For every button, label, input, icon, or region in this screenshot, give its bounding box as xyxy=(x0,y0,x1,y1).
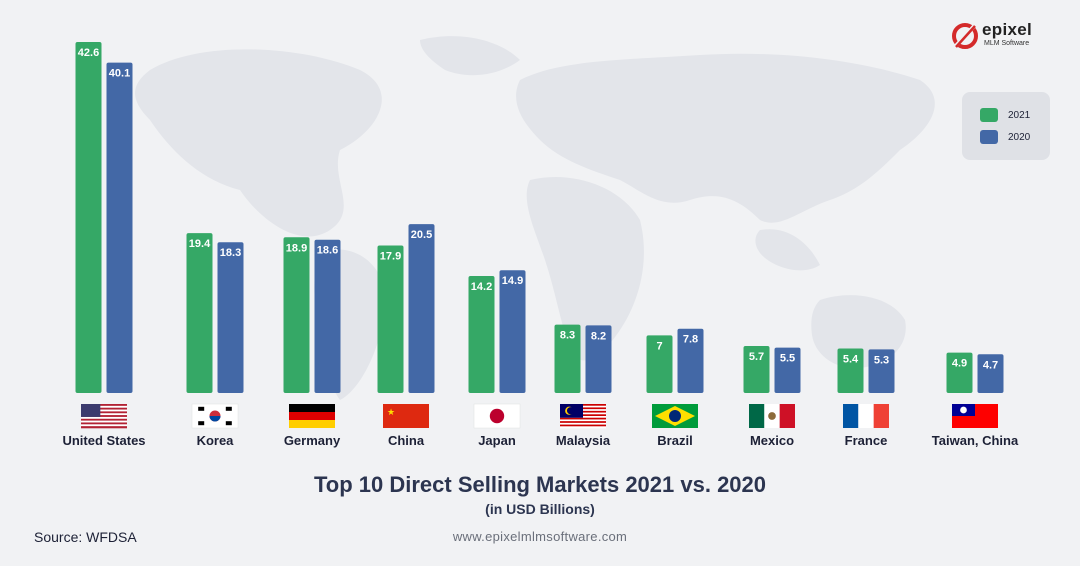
bars-layer xyxy=(75,42,1004,393)
legend-item-2020: 2020 xyxy=(980,130,1030,144)
bar-2021-korea xyxy=(186,233,213,393)
value-label-2021-france: 5.4 xyxy=(843,354,859,366)
bar-2020-china xyxy=(408,224,435,393)
country-label-0: United States xyxy=(62,433,145,448)
value-label-2020-mexico: 5.5 xyxy=(780,353,795,365)
value-label-2021-china: 17.9 xyxy=(380,251,401,263)
country-label-5: Malaysia xyxy=(556,433,611,448)
bar-2021-brazil xyxy=(646,335,673,393)
mx-flag-icon xyxy=(749,404,795,428)
value-label-2020-korea: 18.3 xyxy=(220,247,241,259)
value-label-2021-mexico: 5.7 xyxy=(749,351,764,363)
flags-layer: ★ xyxy=(81,403,998,429)
chart-legend: 2021 2020 xyxy=(962,92,1050,160)
bar-2020-brazil xyxy=(677,328,704,393)
bar-2021-france xyxy=(837,348,864,393)
chart-title: Top 10 Direct Selling Markets 2021 vs. 2… xyxy=(313,472,767,497)
bar-2020-japan xyxy=(499,270,526,393)
value-label-2021-brazil: 7 xyxy=(656,340,662,352)
value-label-2021-germany: 18.9 xyxy=(286,242,307,254)
legend-swatch-2020 xyxy=(980,130,998,144)
bar-2020-korea xyxy=(217,242,244,393)
cn-flag-icon: ★ xyxy=(383,404,429,428)
chart-subtitle: (in USD Billions) xyxy=(485,501,595,517)
country-label-6: Brazil xyxy=(657,433,692,448)
source-note: Source: WFDSA xyxy=(34,529,137,545)
brand-name: epixel xyxy=(982,20,1032,39)
bar-2021-taiwan-china xyxy=(946,352,973,393)
bar-2021-mexico xyxy=(743,346,770,393)
value-label-2021-united-states: 42.6 xyxy=(78,47,99,59)
brand-tagline: MLM Software xyxy=(984,40,1030,47)
value-label-2020-france: 5.3 xyxy=(874,354,889,366)
value-label-2021-korea: 19.4 xyxy=(189,238,211,250)
country-labels-layer: United States Korea Germany China Japan Malay… xyxy=(62,433,1019,448)
svg-text:★: ★ xyxy=(387,407,395,417)
country-label-3: China xyxy=(388,433,425,448)
country-label-1: Korea xyxy=(197,433,235,448)
country-label-7: Mexico xyxy=(750,433,794,448)
value-label-2020-germany: 18.6 xyxy=(317,245,338,257)
br-flag-icon xyxy=(652,404,698,428)
de-flag-icon xyxy=(289,404,335,428)
value-label-2020-china: 20.5 xyxy=(411,229,432,241)
value-label-2020-united-states: 40.1 xyxy=(109,68,130,80)
us-flag-icon xyxy=(81,404,127,429)
brand-logo: epixel MLM Software xyxy=(950,18,1060,54)
value-label-2020-brazil: 7.8 xyxy=(683,334,698,346)
country-label-4: Japan xyxy=(478,433,516,448)
value-label-2020-taiwan-china: 4.7 xyxy=(983,359,998,371)
legend-label-2020: 2020 xyxy=(1008,131,1031,143)
epixel-logo-icon xyxy=(952,22,978,50)
value-labels-layer: 42.6 40.1 19.4 18.3 18.9 18.6 17.9 20.5 14.2 14.9… xyxy=(78,47,998,371)
bar-2021-china xyxy=(377,245,404,393)
bar-2020-united-states xyxy=(106,62,133,393)
bar-2020-france xyxy=(868,349,895,393)
country-label-2: Germany xyxy=(284,433,341,448)
country-label-8: France xyxy=(845,433,888,448)
value-label-2020-malaysia: 8.2 xyxy=(591,330,606,342)
value-label-2021-taiwan-china: 4.9 xyxy=(952,358,967,370)
world-map-background xyxy=(135,36,935,400)
bar-2020-malaysia xyxy=(585,325,612,393)
value-label-2021-malaysia: 8.3 xyxy=(560,330,575,342)
bar-2021-japan xyxy=(468,276,495,393)
bar-2021-germany xyxy=(283,237,310,393)
country-label-9: Taiwan, China xyxy=(932,433,1019,448)
kr-flag-icon xyxy=(191,403,239,429)
value-label-2021-japan: 14.2 xyxy=(471,281,492,293)
legend-swatch-2021 xyxy=(980,108,998,122)
website-link[interactable]: www.epixelmlmsoftware.com xyxy=(452,529,628,544)
bar-2020-mexico xyxy=(774,347,801,393)
fr-flag-icon xyxy=(843,404,889,428)
my-flag-icon xyxy=(560,404,606,429)
bar-2020-taiwan-china xyxy=(977,354,1004,393)
legend-label-2021: 2021 xyxy=(1008,109,1031,121)
bar-2021-malaysia xyxy=(554,324,581,393)
value-label-2020-japan: 14.9 xyxy=(502,275,523,287)
jp-flag-icon xyxy=(473,403,521,429)
bar-2021-united-states xyxy=(75,42,102,393)
legend-item-2021: 2021 xyxy=(980,108,1030,122)
bar-2020-germany xyxy=(314,239,341,393)
tw-flag-icon xyxy=(952,404,998,428)
